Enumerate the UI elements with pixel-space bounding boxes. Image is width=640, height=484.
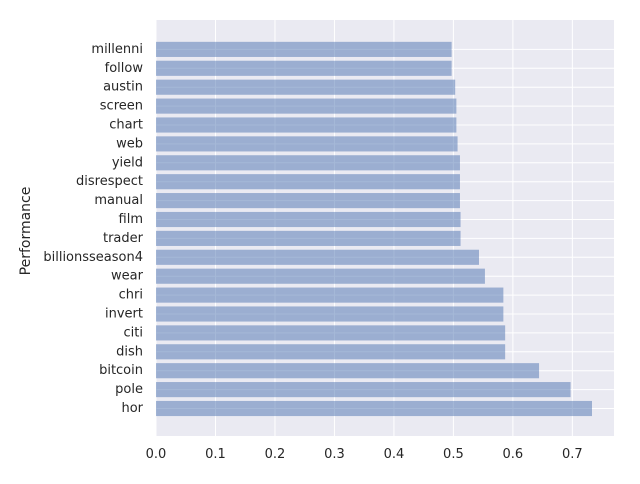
y-tick-label: dish <box>116 344 143 359</box>
x-tick-label: 0.1 <box>205 447 226 462</box>
y-tick-label: follow <box>105 61 144 76</box>
bar-chart <box>156 117 457 133</box>
bar-citi <box>156 325 506 341</box>
y-tick-label: chri <box>119 288 143 303</box>
bars <box>156 41 592 417</box>
y-tick-label: manual <box>94 193 143 208</box>
y-tick-label: austin <box>103 80 143 95</box>
bar-screen <box>156 98 457 114</box>
bar-hor <box>156 400 592 417</box>
y-tick-label: pole <box>115 382 143 397</box>
y-tick-label: billionsseason4 <box>43 250 143 265</box>
bar-invert <box>156 306 504 322</box>
bar-bitcoin <box>156 363 540 379</box>
y-tick-label: chart <box>109 118 143 133</box>
y-tick-label: yield <box>112 155 143 170</box>
y-tick-label: film <box>119 212 143 227</box>
bar-pole <box>156 382 571 398</box>
bar-follow <box>156 60 452 76</box>
y-tick-label: hor <box>121 401 143 416</box>
x-tick-label: 0.3 <box>324 447 345 462</box>
bar-manual <box>156 193 460 209</box>
y-tick-labels: hor pole bitcoin dish citi invert chri wear bill… <box>43 42 143 416</box>
bar-web <box>156 136 458 152</box>
x-tick-label: 0.2 <box>265 447 286 462</box>
x-tick-labels: 0.0 0.1 0.2 0.3 0.4 0.5 0.6 0.7 <box>146 447 583 462</box>
y-tick-label: trader <box>103 231 144 246</box>
y-axis-title: Performance <box>18 187 34 276</box>
bar-film <box>156 211 461 228</box>
y-tick-label: screen <box>100 99 143 114</box>
y-tick-label: millenni <box>91 42 143 57</box>
x-tick-label: 0.4 <box>384 447 405 462</box>
bar-yield <box>156 155 460 171</box>
x-tick-label: 0.5 <box>443 447 464 462</box>
y-tick-label: invert <box>105 307 143 322</box>
y-tick-label: disrespect <box>76 174 143 189</box>
x-tick-label: 0.7 <box>562 447 583 462</box>
x-tick-label: 0.6 <box>503 447 524 462</box>
x-tick-label: 0.0 <box>146 447 167 462</box>
bar-austin <box>156 79 456 95</box>
bar-dish <box>156 344 506 360</box>
y-tick-label: wear <box>111 269 144 284</box>
y-tick-label: web <box>116 136 143 151</box>
bar-chri <box>156 287 504 303</box>
y-tick-label: bitcoin <box>99 363 143 378</box>
bar-millenni <box>156 41 452 57</box>
bar-trader <box>156 230 461 246</box>
y-tick-label: citi <box>124 325 143 340</box>
bar-disrespect <box>156 174 460 190</box>
bar-billionsseason4 <box>156 249 479 265</box>
bar-wear <box>156 268 485 284</box>
